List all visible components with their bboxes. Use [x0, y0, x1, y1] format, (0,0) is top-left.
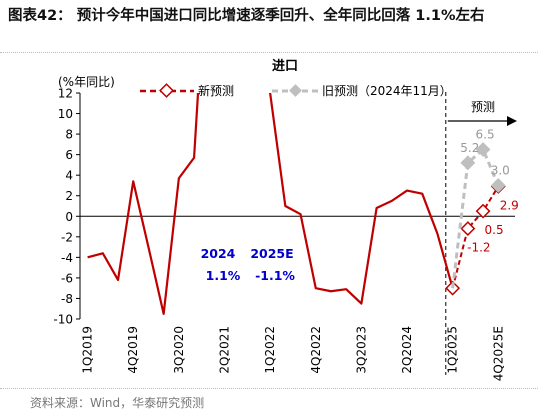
x-tick-label: 1Q2025	[446, 326, 460, 374]
legend-old-label: 旧预测（2024年11月）	[322, 84, 452, 98]
forecast-label: 预测	[471, 100, 495, 114]
y-tick-label: 8	[65, 128, 73, 142]
series-new-marker	[475, 203, 491, 219]
summary-value-2024: 1.1%	[206, 268, 241, 283]
summary-header-2024: 2024	[201, 246, 236, 261]
bottom-divider	[0, 388, 538, 389]
data-label-old: 3.0	[491, 163, 510, 177]
y-axis-ticks: -10 -8 -6 -4 -2 0 2 4 6 8 10 12	[53, 87, 80, 327]
y-tick-label: 0	[65, 210, 73, 224]
y-tick-label: 2	[65, 189, 73, 203]
x-tick-label: 4Q2025E	[491, 326, 505, 381]
x-tick-label: 3Q2023	[354, 326, 368, 374]
series-new-marker	[460, 221, 476, 237]
axes	[79, 93, 515, 319]
data-label-new: 2.9	[500, 198, 519, 212]
legend-new-marker	[159, 83, 174, 98]
series-old-line	[451, 147, 500, 289]
series-new-line-forecast	[451, 185, 500, 289]
x-tick-label: 1Q2019	[81, 326, 95, 374]
series-old-marker	[475, 142, 491, 157]
data-label-new: -1.2	[467, 241, 490, 255]
chart-title: 进口	[272, 59, 298, 74]
legend-new-label: 新预测	[198, 83, 234, 98]
y-tick-label: -8	[61, 292, 73, 306]
y-tick-label: -6	[61, 271, 73, 285]
x-tick-label: 4Q2022	[309, 326, 323, 374]
y-tick-label: -4	[61, 251, 73, 265]
series-new-forecast	[87, 93, 506, 315]
source-note: 资料来源：Wind，华泰研究预测	[30, 396, 205, 410]
y-tick-label: -2	[61, 230, 73, 244]
data-label-old: 6.5	[476, 128, 495, 142]
x-tick-label: 4Q2019	[126, 326, 140, 374]
summary-value-2025e: -1.1%	[255, 268, 295, 283]
y-tick-label: -10	[53, 313, 73, 327]
series-old-marker	[460, 155, 476, 171]
x-tick-label: 2Q2024	[400, 326, 414, 374]
x-tick-label: 1Q2022	[263, 326, 277, 374]
y-axis-label: (%年同比)	[58, 75, 115, 89]
series-old-forecast	[451, 142, 506, 289]
legend-old-marker	[289, 84, 302, 97]
data-label-old: 5.2	[460, 141, 479, 155]
series-new-line-actual	[87, 93, 454, 315]
top-divider	[0, 52, 538, 53]
y-tick-label: 4	[65, 169, 73, 183]
data-labels: -1.2 0.5 2.9 5.26.5 3.0	[460, 128, 519, 255]
figure-title: 图表42： 预计今年中国进口同比增速逐季回升、全年同比回落 1.1%左右	[8, 8, 485, 24]
y-tick-label: 6	[65, 148, 73, 162]
data-label-new: 0.5	[485, 223, 504, 237]
legend: 新预测 旧预测（2024年11月）	[140, 83, 452, 98]
x-axis-ticks: 1Q2019 4Q2019 3Q2020 2Q2021 1Q2022 4Q2022 3Q20…	[81, 326, 506, 381]
y-tick-label: 10	[58, 107, 73, 121]
y-tick-label: 12	[58, 87, 73, 101]
summary-header-2025e: 2025E	[250, 246, 293, 261]
summary-table: 2024 2025E 1.1% -1.1%	[201, 246, 296, 283]
series-old-marker	[490, 178, 506, 193]
x-tick-label: 2Q2021	[217, 326, 231, 374]
x-tick-label: 3Q2020	[172, 326, 186, 374]
forecast-divider: 预测	[445, 92, 517, 375]
